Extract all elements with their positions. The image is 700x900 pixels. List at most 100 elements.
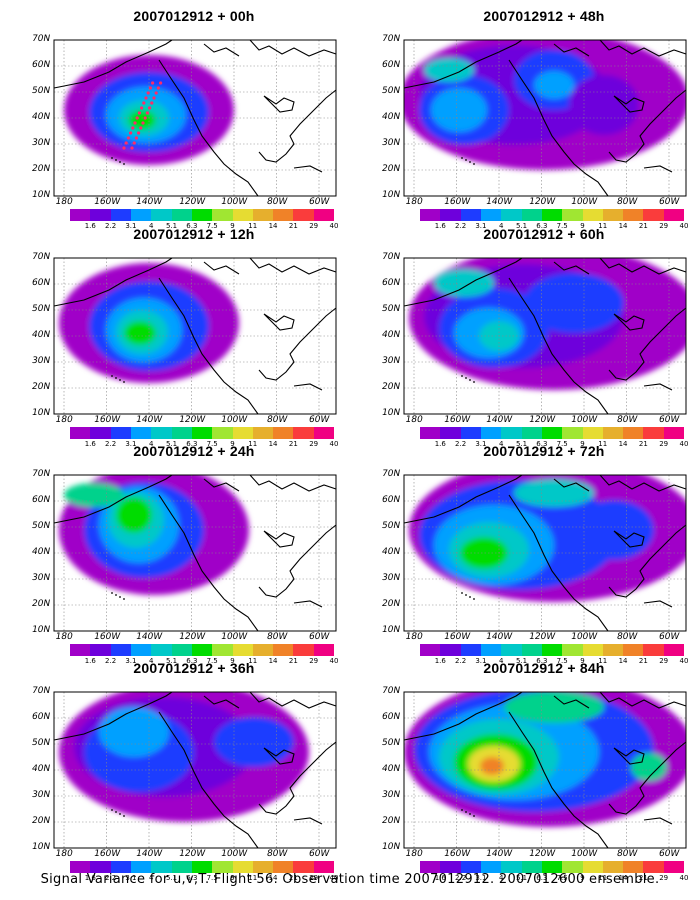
colorbar-swatch bbox=[460, 861, 481, 873]
longitude-label: 60W bbox=[657, 632, 681, 642]
variance-field bbox=[404, 40, 686, 170]
colorbar-label: 3.1 bbox=[475, 440, 487, 448]
colorbar-swatch bbox=[480, 861, 502, 873]
colorbar bbox=[420, 427, 685, 439]
colorbar-swatch bbox=[460, 427, 481, 439]
latitude-label: 20N bbox=[380, 164, 401, 174]
longitude-label: 140W bbox=[485, 632, 513, 642]
coastline bbox=[53, 257, 337, 415]
latitude-label: 50N bbox=[380, 738, 401, 748]
longitude-label: 60W bbox=[307, 849, 331, 859]
latitude-label: 30N bbox=[30, 356, 51, 366]
latitude-label: 50N bbox=[30, 738, 51, 748]
longitude-label: 80W bbox=[265, 632, 288, 642]
colorbar-swatch bbox=[501, 209, 522, 221]
longitude-label: 180 bbox=[54, 197, 74, 207]
longitude-label: 120W bbox=[177, 632, 206, 642]
colorbar bbox=[70, 861, 335, 873]
latitude-label: 60N bbox=[380, 278, 401, 288]
latitude-label: 40N bbox=[30, 112, 51, 122]
latitude-label: 20N bbox=[30, 382, 51, 392]
colorbar-label: 4 bbox=[148, 657, 154, 665]
colorbar-label: 3.1 bbox=[125, 222, 137, 230]
colorbar-label: 1.6 bbox=[84, 657, 96, 665]
colorbar-swatch bbox=[663, 209, 685, 221]
latitude-label: 30N bbox=[380, 573, 401, 583]
colorbar-label: 29 bbox=[309, 222, 319, 230]
panel-title: 2007012912 + 72h bbox=[483, 443, 605, 459]
longitude-label: 80W bbox=[265, 849, 288, 859]
colorbar-swatch bbox=[541, 427, 563, 439]
colorbar-label: 7.5 bbox=[206, 657, 218, 665]
colorbar-labels: 1.6 2.2 3.1 4 5.1 6.3 7.5 9 11 14 21 29 40 bbox=[70, 440, 339, 450]
colorbar-swatch bbox=[541, 209, 563, 221]
colorbar-swatch bbox=[232, 427, 253, 439]
colorbar-swatch bbox=[440, 209, 461, 221]
colorbar-label: 6.3 bbox=[536, 874, 548, 882]
colorbar-label: 11 bbox=[598, 874, 608, 882]
map-panel-60h: 2007012912 + 60h 70N 60N 50N 40N 30N 20N 10N 180… bbox=[368, 226, 689, 448]
colorbar-label: 14 bbox=[618, 222, 628, 230]
colorbar-swatch bbox=[151, 209, 172, 221]
colorbar-labels: 1.6 2.2 3.1 4 5.1 6.3 7.5 9 11 14 21 29 40 bbox=[420, 657, 689, 667]
colorbar-label: 9 bbox=[230, 440, 235, 448]
colorbar-swatch bbox=[70, 209, 91, 221]
longitude-label: 100W bbox=[220, 849, 248, 859]
colorbar-swatch bbox=[212, 209, 233, 221]
longitude-label: 140W bbox=[135, 415, 163, 425]
colorbar-swatch bbox=[252, 861, 274, 873]
latitude-label: 50N bbox=[30, 304, 51, 314]
coastline bbox=[403, 474, 687, 632]
latitude-label: 30N bbox=[30, 138, 51, 148]
latitude-label: 20N bbox=[380, 382, 401, 392]
colorbar-swatch bbox=[191, 209, 213, 221]
colorbar-swatch bbox=[501, 427, 522, 439]
colorbar-swatch bbox=[171, 861, 192, 873]
latitude-label: 40N bbox=[380, 547, 401, 557]
longitude-label: 60W bbox=[307, 197, 331, 207]
panel-title: 2007012912 + 60h bbox=[483, 226, 605, 242]
colorbar-label: 5.1 bbox=[515, 874, 528, 882]
colorbar-label: 40 bbox=[679, 222, 689, 230]
colorbar-label: 5.1 bbox=[165, 874, 178, 882]
colorbar-swatch bbox=[602, 861, 624, 873]
colorbar-swatch bbox=[110, 644, 131, 656]
gridlines bbox=[54, 258, 336, 414]
colorbar-label: 5.1 bbox=[165, 222, 178, 230]
colorbar-label: 1.6 bbox=[84, 874, 96, 882]
colorbar-swatch bbox=[151, 644, 172, 656]
longitude-label: 120W bbox=[527, 415, 556, 425]
colorbar-label: 29 bbox=[309, 440, 319, 448]
colorbar-label: 1.6 bbox=[434, 222, 446, 230]
variance-map bbox=[403, 257, 687, 415]
colorbar-label: 9 bbox=[580, 874, 585, 882]
colorbar-swatch bbox=[623, 427, 644, 439]
gridlines bbox=[404, 258, 686, 414]
longitude-label: 140W bbox=[485, 849, 513, 859]
colorbar-swatch bbox=[582, 209, 603, 221]
latitude-label: 40N bbox=[380, 112, 401, 122]
colorbar-labels: 1.6 2.2 3.1 4 5.1 6.3 7.5 9 11 14 21 29 40 bbox=[420, 222, 689, 232]
longitude-label: 100W bbox=[220, 197, 248, 207]
colorbar-swatch bbox=[191, 861, 213, 873]
longitude-label: 140W bbox=[135, 632, 163, 642]
colorbar-swatch bbox=[420, 427, 441, 439]
longitude-label: 140W bbox=[485, 415, 513, 425]
colorbar-swatch bbox=[130, 861, 152, 873]
colorbar-label: 40 bbox=[329, 440, 339, 448]
colorbar-labels: 1.6 2.2 3.1 4 5.1 6.3 7.5 9 11 14 21 29 40 bbox=[70, 222, 339, 232]
latitude-label: 50N bbox=[30, 521, 51, 531]
colorbar-label: 3.1 bbox=[125, 440, 137, 448]
colorbar-swatch bbox=[420, 644, 441, 656]
colorbar-label: 7.5 bbox=[206, 222, 218, 230]
latitude-label: 20N bbox=[30, 164, 51, 174]
longitude-label: 60W bbox=[657, 849, 681, 859]
colorbar-label: 2.2 bbox=[105, 440, 117, 448]
colorbar-label: 21 bbox=[638, 657, 648, 665]
colorbar-swatch bbox=[623, 644, 644, 656]
map-panel-12h: 2007012912 + 12h 70N 60N 50N 40N 30N 20N 10N 180… bbox=[18, 226, 339, 448]
colorbar-label: 6.3 bbox=[186, 657, 198, 665]
latitude-label: 50N bbox=[30, 86, 51, 96]
colorbar-label: 2.2 bbox=[105, 657, 117, 665]
latitude-label: 70N bbox=[380, 252, 401, 262]
